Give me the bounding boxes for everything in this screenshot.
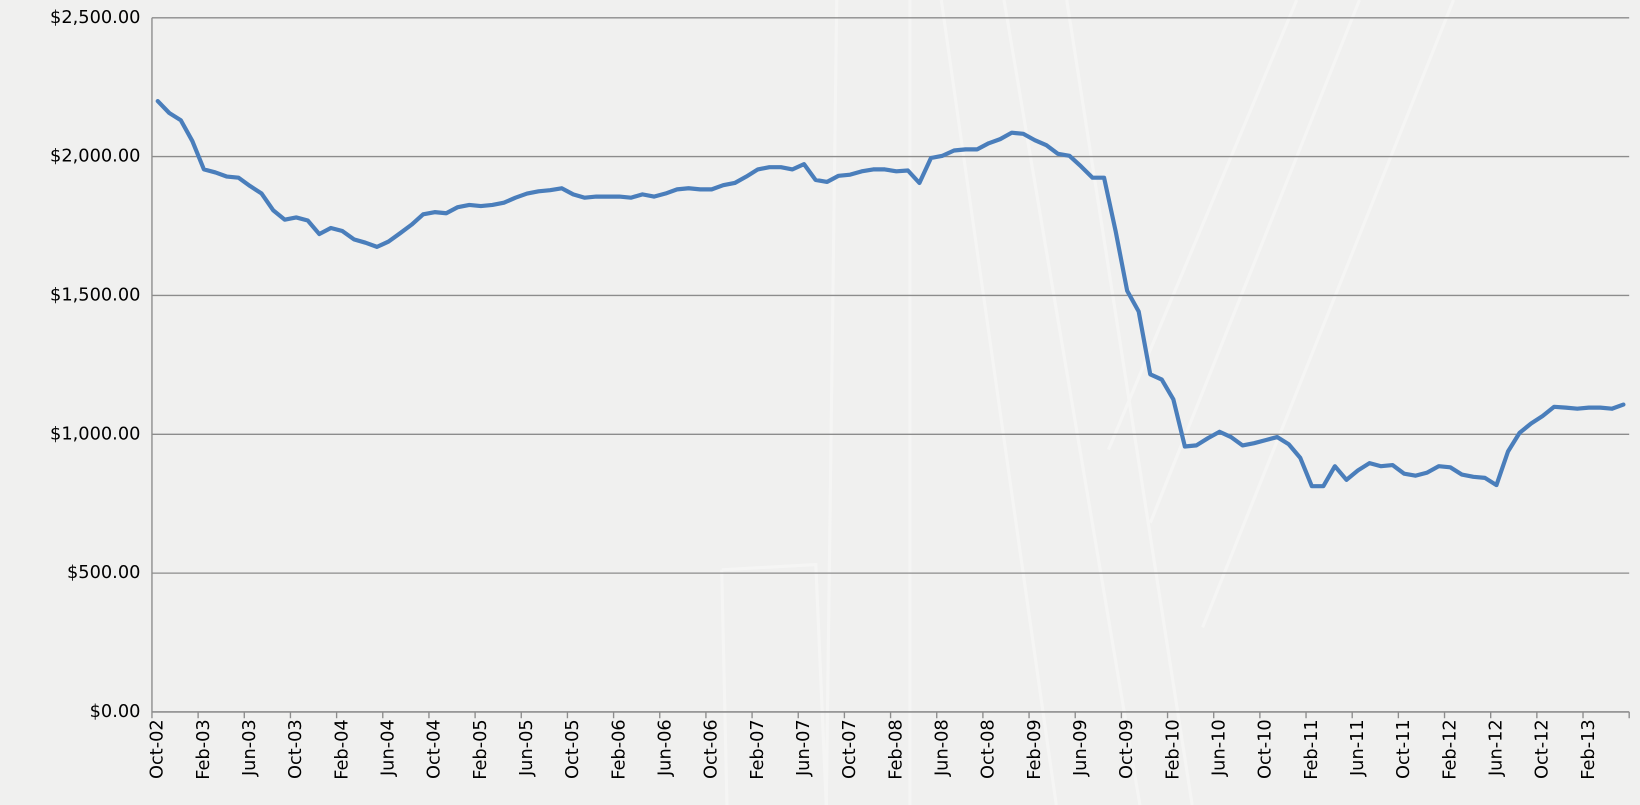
x-tick-label: Jun-10 xyxy=(1209,719,1229,777)
chart: $0.00 $500.00 $1,000.00 $1,500.00 $2,000.00 $… xyxy=(0,0,1640,805)
x-tick-label: Feb-07 xyxy=(748,719,768,779)
x-tick-label: Feb-10 xyxy=(1163,719,1183,779)
y-tick-label: $2,500.00 xyxy=(50,8,140,28)
x-tick-label: Oct-09 xyxy=(1117,719,1137,779)
x-tick-label: Oct-08 xyxy=(979,719,999,779)
y-tick-label: $1,500.00 xyxy=(50,285,140,305)
x-tick-label: Feb-13 xyxy=(1579,719,1599,779)
x-tick-label: Feb-03 xyxy=(194,719,214,779)
y-tick-label: $2,000.00 xyxy=(50,147,140,167)
x-tick-label: Oct-02 xyxy=(148,719,168,779)
y-tick-label: $0.00 xyxy=(90,702,141,722)
y-tick-label: $1,000.00 xyxy=(50,424,140,444)
x-tick-label: Jun-04 xyxy=(379,719,399,777)
x-tick-label: Oct-04 xyxy=(425,719,445,779)
y-tick-label: $500.00 xyxy=(67,563,140,583)
x-tick-label: Oct-05 xyxy=(563,719,583,779)
x-tick-label: Jun-05 xyxy=(517,719,537,777)
x-tick-label: Feb-06 xyxy=(609,719,629,779)
x-tick-label: Feb-08 xyxy=(886,719,906,779)
x-tick-label: Feb-05 xyxy=(471,719,491,779)
x-tick-label: Oct-03 xyxy=(286,719,306,779)
x-tick-label: Jun-06 xyxy=(656,719,676,777)
x-tick-label: Oct-07 xyxy=(840,719,860,779)
x-tick-label: Feb-12 xyxy=(1440,719,1460,779)
x-tick-label: Jun-08 xyxy=(933,719,953,777)
x-tick-label: Oct-12 xyxy=(1533,719,1553,779)
x-tick-label: Oct-10 xyxy=(1256,719,1276,779)
x-tick-label: Feb-04 xyxy=(332,719,352,779)
x-tick-label: Oct-11 xyxy=(1394,719,1414,779)
x-tick-label: Jun-09 xyxy=(1071,719,1091,777)
x-tick-label: Jun-07 xyxy=(794,719,814,777)
x-tick-label: Feb-11 xyxy=(1302,719,1322,779)
x-tick-label: Jun-03 xyxy=(240,719,260,777)
x-tick-label: Jun-12 xyxy=(1486,719,1506,777)
x-tick-label: Feb-09 xyxy=(1025,719,1045,779)
x-tick-label: Jun-11 xyxy=(1348,719,1368,777)
x-tick-label: Oct-06 xyxy=(702,719,722,779)
